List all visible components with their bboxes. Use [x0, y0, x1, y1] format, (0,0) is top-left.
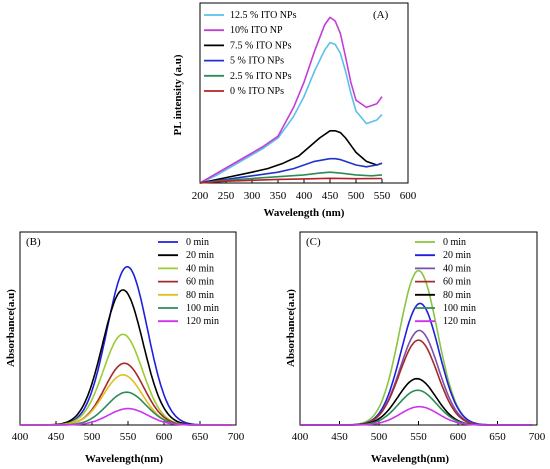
legend-label: 0 min [443, 237, 466, 248]
x-tick-label: 300 [244, 190, 261, 202]
legend-label: 40 min [443, 263, 471, 274]
panel-1: 200 250 300 350 400 450 500 550 600 Wavelength (n… [172, 2, 417, 219]
series-line-5 [300, 377, 533, 426]
legend-label: 60 min [186, 277, 214, 288]
legend-label: 2.5 % ITO NPs [230, 71, 292, 82]
x-tick-label: 450 [322, 190, 339, 202]
x-tick-label: 650 [489, 431, 506, 443]
series-line-1 [300, 269, 533, 426]
legend-label: 80 min [443, 290, 471, 301]
x-axis-label: Wavelength(nm) [85, 453, 164, 465]
panel-tag: (C) [306, 236, 321, 248]
series-line-4 [300, 339, 533, 426]
legend-label: 120 min [186, 316, 219, 327]
x-tick-label: 450 [331, 431, 348, 443]
x-tick-label: 600 [400, 190, 417, 202]
x-tick-label: 650 [192, 431, 209, 443]
series-line-7 [300, 405, 533, 426]
x-tick-label: 400 [292, 431, 309, 443]
series-line-3 [300, 329, 533, 426]
x-axis-label: Wavelength(nm) [371, 453, 450, 465]
series-line-6 [199, 177, 383, 184]
series-line-2 [199, 16, 383, 184]
series-line-5 [199, 171, 383, 184]
panel-tag: (A) [373, 9, 389, 21]
x-tick-label: 700 [228, 431, 245, 443]
plot-frame [299, 231, 538, 426]
legend-label: 20 min [443, 250, 471, 261]
legend-label: 120 min [443, 316, 476, 327]
legend-label: 100 min [443, 303, 476, 314]
x-tick-label: 400 [12, 431, 29, 443]
legend-label: 80 min [186, 290, 214, 301]
y-axis-label: PL intensity (a.u) [172, 54, 184, 135]
x-tick-label: 450 [48, 431, 65, 443]
x-tick-label: 200 [192, 190, 209, 202]
legend-label: 20 min [186, 250, 214, 261]
x-tick-label: 550 [374, 190, 391, 202]
legend-label: 40 min [186, 263, 214, 274]
legend-label: 5 % ITO NPs [230, 56, 284, 67]
y-axis-label: Absorbance(a.u) [5, 289, 17, 367]
x-tick-label: 600 [156, 431, 173, 443]
series-line-7 [20, 407, 232, 426]
legend-label: 12.5 % ITO NPs [230, 10, 297, 21]
legend-label: 60 min [443, 277, 471, 288]
x-tick-label: 550 [120, 431, 137, 443]
series-line-5 [20, 374, 232, 426]
series-line-4 [199, 157, 383, 184]
y-axis-label: Absorbance(a.u) [285, 289, 297, 367]
x-tick-label: 500 [348, 190, 365, 202]
x-tick-label: 700 [529, 431, 546, 443]
legend-label: 0 % ITO NPs [230, 86, 284, 97]
x-axis-label: Wavelength (nm) [264, 207, 345, 219]
series-line-3 [199, 130, 383, 184]
panel-tag: (B) [26, 236, 41, 248]
panel-2: 400 450 500 550 600 650 700 Wavelength(nm) Absor… [5, 231, 245, 465]
legend-label: 10% ITO NP [230, 25, 283, 36]
series-line-1 [199, 41, 383, 184]
series-line-3 [20, 333, 232, 426]
series-line-4 [20, 362, 232, 426]
x-tick-label: 600 [450, 431, 467, 443]
x-tick-label: 500 [371, 431, 388, 443]
x-tick-label: 350 [270, 190, 287, 202]
x-tick-label: 250 [218, 190, 235, 202]
x-tick-label: 400 [296, 190, 313, 202]
legend-label: 100 min [186, 303, 219, 314]
panel-3: 400 450 500 550 600 650 700 Wavelength(nm) Absor… [285, 231, 546, 465]
legend-label: 0 min [186, 237, 209, 248]
x-tick-label: 500 [84, 431, 101, 443]
legend-label: 7.5 % ITO NPs [230, 40, 292, 51]
x-tick-label: 550 [410, 431, 427, 443]
